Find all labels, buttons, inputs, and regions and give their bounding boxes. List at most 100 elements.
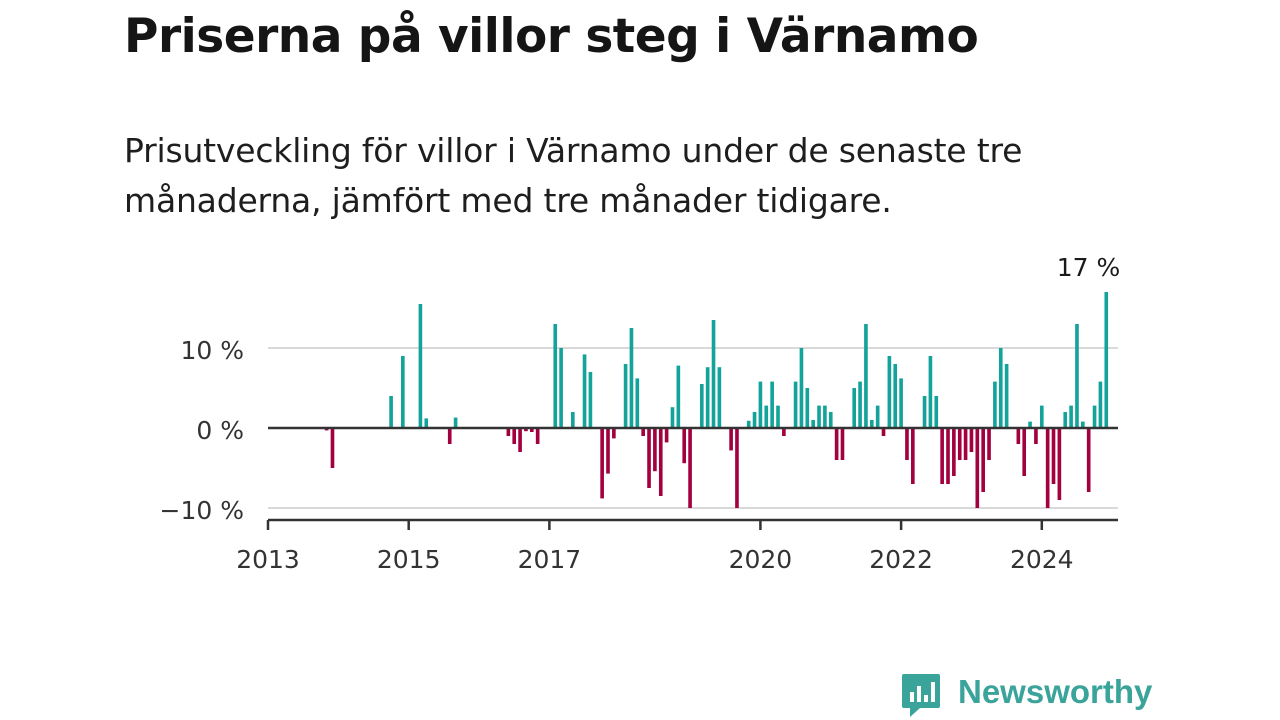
bar	[969, 428, 974, 452]
bar	[875, 405, 880, 428]
bar	[711, 320, 716, 428]
bar	[1051, 428, 1056, 484]
bar	[682, 428, 687, 464]
x-tick-label: 2024	[1010, 545, 1074, 574]
bar	[1104, 292, 1109, 428]
bar	[612, 428, 616, 439]
bar	[600, 428, 604, 499]
bar	[424, 418, 429, 428]
bar	[729, 428, 733, 451]
tick-labels: 10 % 0 % −10 % 2013 2015 2017 2020 2022 2024 17 %	[160, 253, 1121, 574]
bar	[717, 367, 722, 428]
bar	[1098, 381, 1103, 428]
bar	[746, 420, 751, 428]
bar	[998, 348, 1003, 428]
brand-name: Newsworthy	[958, 673, 1153, 710]
bar	[911, 428, 915, 484]
bar	[893, 364, 898, 428]
bar	[881, 428, 886, 436]
bar	[1075, 324, 1079, 428]
bar	[1004, 364, 1009, 428]
bar	[606, 428, 610, 474]
bar	[653, 428, 657, 472]
chart-subtitle: Prisutveckling för villor i Värnamo unde…	[124, 131, 1023, 220]
bar	[1086, 428, 1091, 492]
bar	[1039, 405, 1044, 428]
bar	[553, 324, 558, 428]
x-tick-label: 2013	[236, 545, 300, 574]
x-tick-label: 2022	[869, 545, 933, 574]
bar	[993, 381, 997, 428]
bar	[658, 428, 663, 496]
bar	[705, 367, 710, 428]
bar	[688, 428, 692, 508]
bar	[1045, 428, 1050, 508]
bar	[887, 356, 892, 428]
bar-chart: 10 % 0 % −10 % 2013 2015 2017 2020 2022 2024 17 %	[160, 253, 1121, 574]
x-tick-label: 2015	[377, 545, 441, 574]
bar	[899, 378, 903, 428]
bar	[518, 428, 522, 452]
bar	[641, 428, 645, 436]
bar	[447, 428, 452, 444]
bar	[864, 324, 868, 428]
x-tick-label: 2017	[518, 545, 582, 574]
bar	[1016, 428, 1021, 444]
chart-title: Priserna på villor steg i Värnamo	[124, 9, 979, 64]
bar	[858, 381, 862, 428]
bar	[770, 381, 774, 428]
bar	[946, 428, 950, 484]
bar	[764, 405, 769, 428]
bar	[588, 372, 593, 428]
bar	[834, 428, 839, 460]
bar	[799, 348, 804, 428]
bar	[506, 428, 511, 436]
bar	[928, 356, 933, 428]
bar	[1034, 428, 1038, 444]
y-tick-label: 0 %	[196, 416, 244, 445]
bar	[869, 420, 874, 428]
bar	[952, 428, 956, 476]
bar	[401, 356, 405, 428]
last-value-label: 17 %	[1057, 253, 1121, 282]
bar	[1069, 405, 1073, 428]
bar	[535, 428, 540, 444]
bar	[823, 405, 827, 428]
x-tick-label: 2020	[729, 545, 793, 574]
bar	[524, 428, 528, 432]
bar	[635, 378, 640, 428]
bar	[828, 412, 833, 428]
bar	[1081, 421, 1085, 428]
bar	[817, 405, 821, 428]
bar	[1022, 428, 1027, 476]
bar	[922, 396, 927, 428]
bar	[629, 328, 634, 428]
bar	[418, 304, 423, 428]
bar	[623, 364, 628, 428]
bar	[670, 407, 675, 428]
bar	[1057, 428, 1062, 500]
bar	[758, 381, 763, 428]
bar	[981, 428, 985, 492]
bar	[905, 428, 909, 460]
brand-logo[interactable]: Newsworthy	[900, 668, 1160, 720]
bar	[647, 428, 651, 488]
bar	[529, 428, 534, 432]
bar	[1063, 412, 1068, 428]
bar	[1092, 405, 1097, 428]
bar	[975, 428, 980, 508]
bar	[793, 381, 798, 428]
bar	[776, 405, 780, 428]
bar	[940, 428, 944, 484]
bar	[676, 365, 681, 428]
bar	[699, 384, 704, 428]
bar	[805, 388, 810, 428]
bar	[389, 396, 393, 428]
bar	[559, 348, 563, 428]
bar	[453, 417, 458, 428]
bar	[752, 412, 757, 428]
bar	[852, 388, 857, 428]
bar	[512, 428, 517, 444]
bar	[934, 396, 939, 428]
y-tick-label: 10 %	[180, 336, 244, 365]
